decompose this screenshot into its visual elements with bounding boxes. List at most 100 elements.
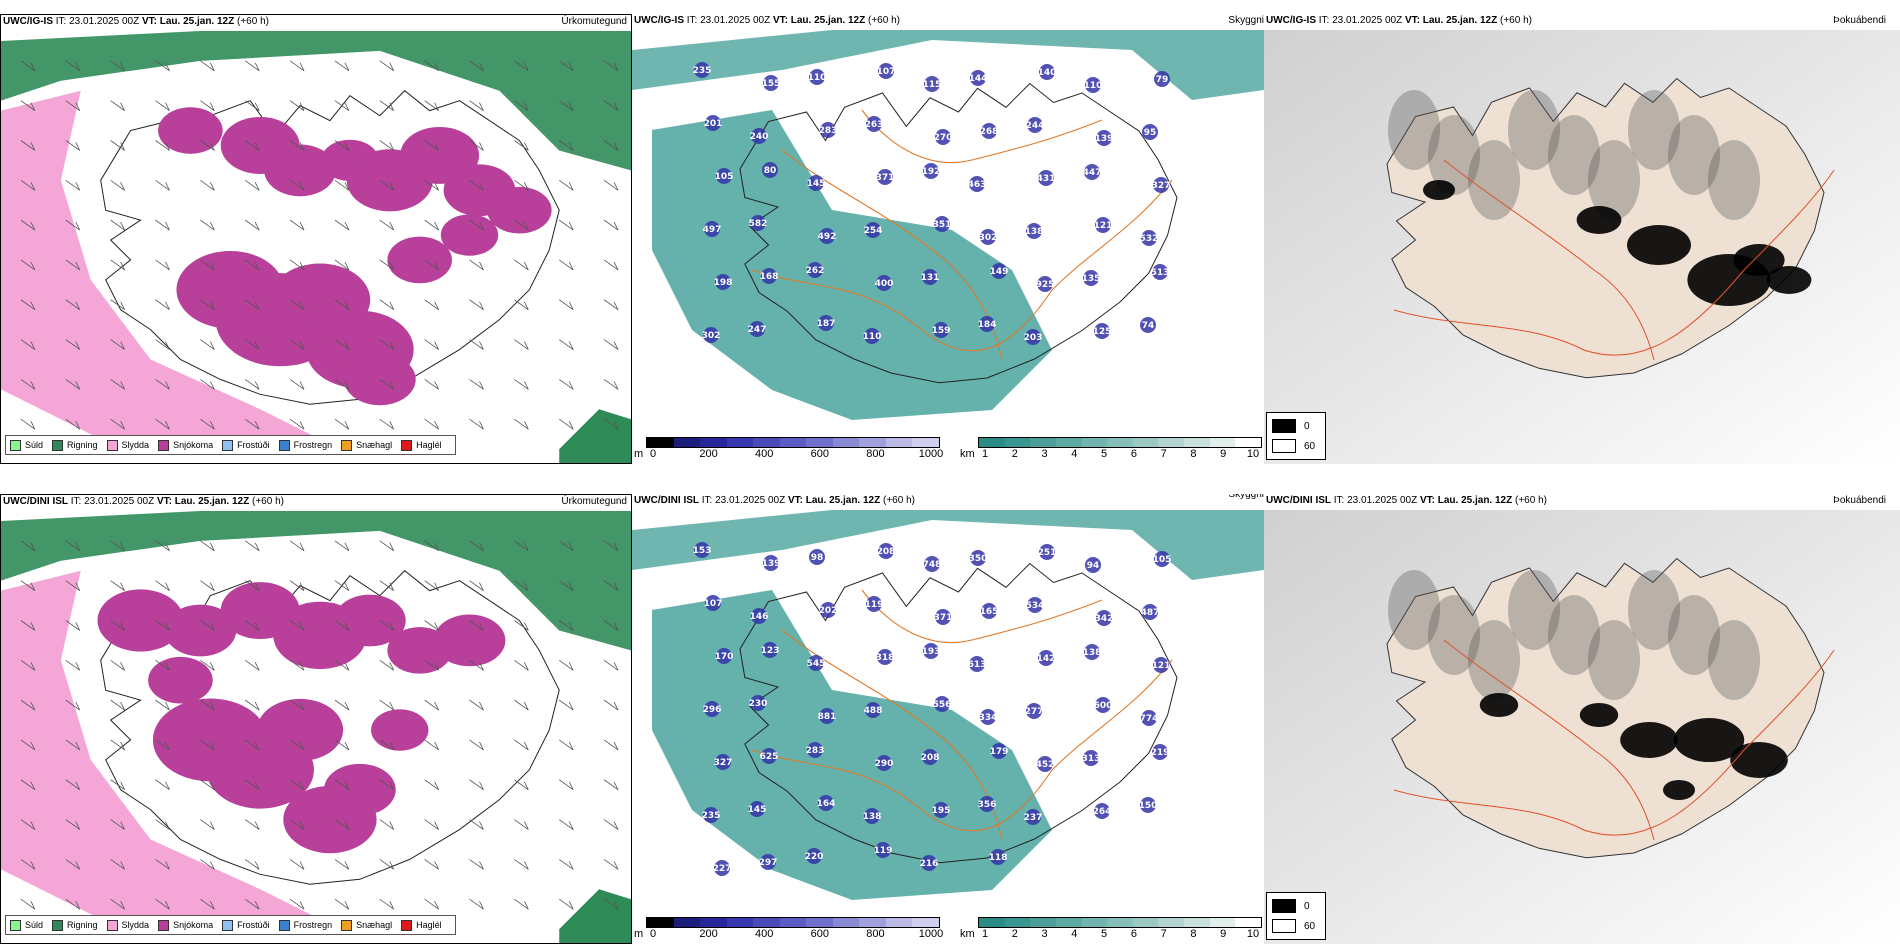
colorbar-bin (1158, 918, 1185, 927)
ceiling-label: 350 (969, 554, 988, 564)
wind-barb (30, 62, 36, 71)
wind-barb (209, 341, 215, 350)
wind-barb (514, 898, 529, 910)
colorbar-bin (700, 438, 727, 447)
wind-barb (424, 859, 439, 870)
fog-legend: 0 60 (1266, 412, 1326, 460)
wind-barb (20, 100, 36, 111)
wind-barb (155, 739, 170, 751)
wind-barb (165, 622, 170, 631)
wind-barb (389, 261, 395, 271)
wind-barb (75, 102, 81, 111)
ceiling-cell (970, 70, 986, 86)
ceiling-label: 534 (1026, 601, 1045, 611)
ceiling-label: 153 (693, 546, 712, 556)
wind-barb (523, 622, 529, 631)
legend-item: Rigning (52, 919, 98, 931)
wind-barb (200, 580, 215, 591)
fog-legend-swatch (1272, 439, 1296, 453)
wind-barb (558, 140, 574, 151)
ceiling-cell (751, 128, 767, 144)
ceiling-label: 302 (979, 233, 998, 243)
ceiling-label: 155 (762, 79, 781, 89)
wind-barb (424, 299, 439, 311)
wind-barb (379, 60, 394, 72)
wind-barb (30, 582, 36, 591)
visibility-colorbar: km 1 2 3 4 5 6 7 8 9 10 (960, 917, 1262, 943)
colorbar-bin (885, 438, 913, 447)
wind-barb (155, 339, 170, 350)
wind-barb (603, 580, 619, 591)
wind-barb (469, 259, 484, 271)
wind-barb (120, 142, 125, 151)
legend-label: Frostúði (237, 440, 270, 450)
dense-fog-area (1620, 722, 1678, 758)
legend-swatch (10, 439, 21, 451)
ceiling-cell (923, 643, 939, 659)
wind-barb (165, 142, 170, 151)
wind-barb (613, 741, 619, 751)
wind-barb (165, 582, 170, 591)
ceiling-cell (935, 129, 951, 145)
wind-barb (568, 542, 574, 551)
snow-area (264, 144, 336, 197)
ceiling-label: 145 (748, 805, 767, 815)
colorbar-bin (779, 438, 807, 447)
fog-legend-swatch (1272, 919, 1296, 933)
wind-barb (75, 821, 81, 830)
wind-barb (389, 622, 395, 631)
dense-fog-area (1479, 693, 1519, 717)
legend-swatch (278, 439, 290, 451)
wind-barb (558, 739, 574, 751)
wind-barb (65, 898, 80, 910)
wind-barb (75, 701, 81, 711)
wind-barb (469, 299, 484, 311)
ceiling-cell (1084, 164, 1100, 180)
ceiling-cell (865, 222, 881, 238)
wind-barb (613, 341, 619, 350)
ceiling-cell (808, 655, 824, 671)
colorbar-bin (1030, 438, 1056, 447)
wind-barb (558, 418, 574, 430)
colorbar-bin (1107, 918, 1133, 927)
wind-barb (110, 179, 125, 191)
road (1393, 649, 1835, 836)
wind-barb (120, 861, 125, 870)
ceiling-cell (819, 228, 835, 244)
ceiling-cell (970, 550, 986, 566)
wind-barb (424, 179, 439, 191)
ceiling-cell (924, 556, 940, 572)
fog-legend-swatch (1272, 899, 1296, 913)
ceiling-label: 235 (702, 811, 721, 821)
ceiling-label: 400 (875, 279, 894, 289)
wind-barb (20, 418, 36, 430)
wind-barb (424, 620, 439, 631)
wind-barb (65, 140, 80, 151)
wind-barb (334, 339, 350, 350)
colorbar-bin (1235, 918, 1262, 927)
wind-barb (603, 60, 619, 72)
wind-barb (334, 859, 350, 870)
wind-barb (389, 182, 395, 191)
wind-barb (479, 781, 484, 790)
ceiling-cell (715, 274, 731, 290)
wind-barb (110, 418, 125, 430)
ceiling-cell (1140, 317, 1156, 333)
colorbar-bin (912, 438, 940, 447)
panel-title: Úrkomutegund (561, 16, 627, 27)
wind-barb (75, 741, 81, 751)
wind-barb (568, 622, 574, 631)
wind-barb (434, 421, 439, 430)
ceiling-cell (819, 708, 835, 724)
dense-fog-area (1766, 266, 1812, 294)
colorbar-bin (700, 918, 727, 927)
legend-item: Frostúði (222, 919, 270, 931)
wind-barb (165, 301, 170, 310)
ceiling-label: 138 (863, 812, 882, 822)
wind-barb (209, 622, 215, 631)
ceiling-label: 371 (934, 613, 953, 623)
legend-swatch (278, 919, 290, 931)
ceiling-label: 121 (1152, 661, 1171, 671)
snow-area (158, 107, 223, 154)
wind-barb (65, 339, 80, 350)
